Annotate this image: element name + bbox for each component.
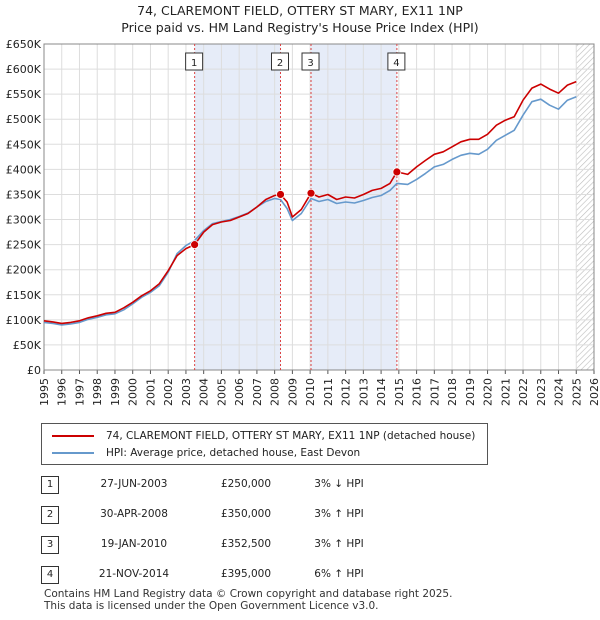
sale-hpi-diff: 3% ↑ HPI — [314, 538, 364, 550]
sale-label-box — [387, 52, 406, 71]
x-tick-label: 1999 — [109, 378, 122, 406]
x-tick-label: 2009 — [286, 378, 299, 406]
x-tick-label: 1997 — [73, 378, 86, 406]
y-tick-label: £400K — [6, 163, 42, 176]
sale-hpi-diff: 6% ↑ HPI — [314, 568, 364, 580]
y-tick-label: £450K — [6, 138, 42, 151]
x-tick-label: 1995 — [38, 378, 51, 406]
sale-date: 27-JUN-2003 — [100, 478, 168, 490]
legend-item-property: 74, CLAREMONT FIELD, OTTERY ST MARY, EX1… — [52, 428, 475, 444]
y-tick-label: £550K — [6, 88, 42, 101]
x-tick-label: 2017 — [428, 378, 441, 406]
legend-swatch-hpi — [52, 452, 94, 454]
x-tick-label: 2013 — [357, 378, 370, 406]
sale-label-number: 2 — [277, 58, 283, 69]
forecast-hatch — [576, 44, 594, 370]
x-tick-label: 1998 — [91, 378, 104, 406]
series-line-property — [43, 80, 577, 325]
x-tick-label: 2015 — [393, 378, 406, 406]
chart-title: 74, CLAREMONT FIELD, OTTERY ST MARY, EX1… — [137, 3, 463, 18]
sale-price: £352,500 — [220, 538, 272, 550]
sale-number-badge: 2 — [41, 506, 59, 524]
footer-copyright: Contains HM Land Registry data © Crown c… — [44, 588, 453, 600]
sale-number-badge: 1 — [41, 476, 59, 494]
x-tick-label: 2011 — [322, 378, 335, 406]
y-tick-label: £350K — [6, 188, 42, 201]
x-tick-label: 2005 — [215, 378, 228, 406]
legend-label-hpi: HPI: Average price, detached house, East… — [106, 447, 361, 459]
x-tick-label: 2019 — [464, 378, 477, 406]
y-tick-label: £600K — [6, 63, 42, 76]
x-tick-label: 2006 — [233, 378, 246, 406]
x-tick-label: 2018 — [446, 378, 459, 406]
plot-border — [43, 43, 595, 371]
sale-row: 1 27-JUN-2003 £250,000 3% ↓ HPI — [41, 476, 441, 496]
sale-row: 3 19-JAN-2010 £352,500 3% ↑ HPI — [41, 536, 441, 556]
x-tick-label: 2023 — [535, 378, 548, 406]
sale-number-badge: 4 — [41, 566, 59, 584]
x-tick-label: 2003 — [180, 378, 193, 406]
x-tick-label: 2021 — [499, 378, 512, 406]
x-tick-label: 2002 — [162, 378, 175, 406]
x-tick-label: 2000 — [127, 378, 140, 406]
sale-number-badge: 3 — [41, 536, 59, 554]
sale-price: £395,000 — [220, 568, 272, 580]
x-tick-label: 2012 — [340, 378, 353, 406]
sale-date: 19-JAN-2010 — [100, 538, 168, 550]
x-tick-label: 2016 — [411, 378, 424, 406]
series-line-hpi — [43, 95, 577, 326]
y-tick-label: £0 — [27, 364, 41, 377]
legend-swatch-property — [52, 435, 94, 437]
sale-date: 21-NOV-2014 — [98, 568, 170, 580]
y-tick-label: £200K — [6, 264, 42, 277]
sale-price: £250,000 — [220, 478, 272, 490]
footer-license: This data is licensed under the Open Gov… — [44, 600, 379, 612]
sale-label-box — [301, 52, 320, 71]
sale-label-box — [271, 52, 289, 71]
price-chart: £0 £50K £100K £150K £200K £250K £300K £350K £400… — [6, 38, 600, 406]
sale-label-number: 3 — [307, 58, 313, 69]
sale-hpi-diff: 3% ↑ HPI — [314, 508, 364, 520]
x-tick-label: 2001 — [144, 378, 157, 406]
x-tick-label: 2014 — [375, 378, 388, 406]
sale-row: 4 21-NOV-2014 £395,000 6% ↑ HPI — [41, 566, 441, 586]
sale-point — [392, 167, 402, 177]
legend-label-property: 74, CLAREMONT FIELD, OTTERY ST MARY, EX1… — [106, 430, 476, 442]
sale-point — [190, 240, 200, 250]
x-tick-label: 2008 — [269, 378, 282, 406]
x-tick-label: 1996 — [56, 378, 69, 406]
sale-row: 2 30-APR-2008 £350,000 3% ↑ HPI — [41, 506, 441, 526]
y-tick-label: £250K — [6, 239, 42, 252]
sale-label-number: 4 — [393, 58, 399, 69]
chart-legend: 74, CLAREMONT FIELD, OTTERY ST MARY, EX1… — [41, 423, 488, 465]
x-tick-label: 2010 — [304, 378, 317, 406]
sale-label-box — [185, 52, 204, 71]
x-tick-label: 2026 — [588, 378, 600, 406]
x-tick-label: 2020 — [482, 378, 495, 406]
shaded-period — [311, 44, 397, 370]
x-tick-label: 2007 — [251, 378, 264, 406]
y-tick-label: £100K — [6, 314, 42, 327]
sale-price: £350,000 — [220, 508, 272, 520]
x-tick-label: 2004 — [198, 378, 211, 406]
shaded-period — [194, 44, 281, 370]
legend-item-hpi: HPI: Average price, detached house, East… — [52, 445, 360, 461]
sale-label-number: 1 — [191, 58, 197, 69]
y-tick-label: £50K — [13, 339, 42, 352]
sale-hpi-diff: 3% ↓ HPI — [314, 478, 364, 490]
x-tick-label: 2022 — [517, 378, 530, 406]
y-tick-label: £150K — [6, 289, 42, 302]
x-tick-label: 2024 — [553, 378, 566, 406]
y-tick-label: £300K — [6, 214, 42, 227]
x-tick-label: 2025 — [570, 378, 583, 406]
sale-point — [306, 188, 316, 198]
y-tick-label: £500K — [6, 113, 42, 126]
chart-subtitle: Price paid vs. HM Land Registry's House … — [121, 20, 479, 35]
sale-date: 30-APR-2008 — [100, 508, 168, 520]
footer: Contains HM Land Registry data © Crown c… — [44, 588, 452, 612]
y-tick-label: £650K — [6, 38, 42, 51]
sale-point — [276, 190, 285, 199]
